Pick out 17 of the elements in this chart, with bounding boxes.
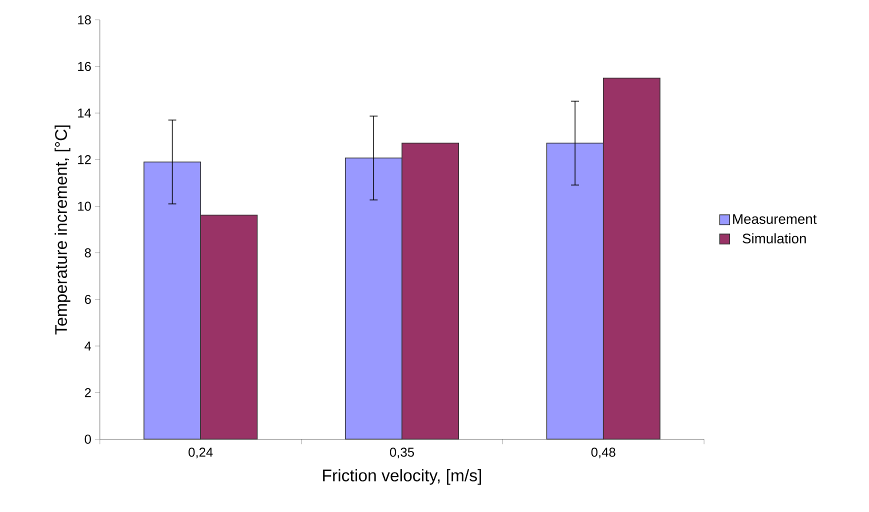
y-tick-label: 16 xyxy=(78,62,91,72)
legend-label: Measurement xyxy=(733,214,817,224)
y-tick-label: 2 xyxy=(84,388,91,398)
y-tick-label: 4 xyxy=(84,342,92,351)
y-tick-label: 8 xyxy=(84,248,91,258)
y-tick-label: 12 xyxy=(78,155,91,164)
x-axis-title: Friction velocity, [m/s] xyxy=(323,469,482,485)
y-tick-label: 0 xyxy=(84,434,91,444)
y-tick-label: 14 xyxy=(78,108,92,118)
y-tick-label: 18 xyxy=(78,15,91,25)
y-tick-label: 6 xyxy=(84,294,91,304)
x-tick-label: 0,35 xyxy=(390,448,414,458)
x-tick-label: 0,48 xyxy=(591,448,616,458)
y-tick-label: 10 xyxy=(78,202,91,211)
legend-label: Simulation xyxy=(742,233,806,244)
x-tick-label: 0,24 xyxy=(188,448,213,458)
y-axis-title: Temperature increment, [°C] xyxy=(54,126,70,335)
